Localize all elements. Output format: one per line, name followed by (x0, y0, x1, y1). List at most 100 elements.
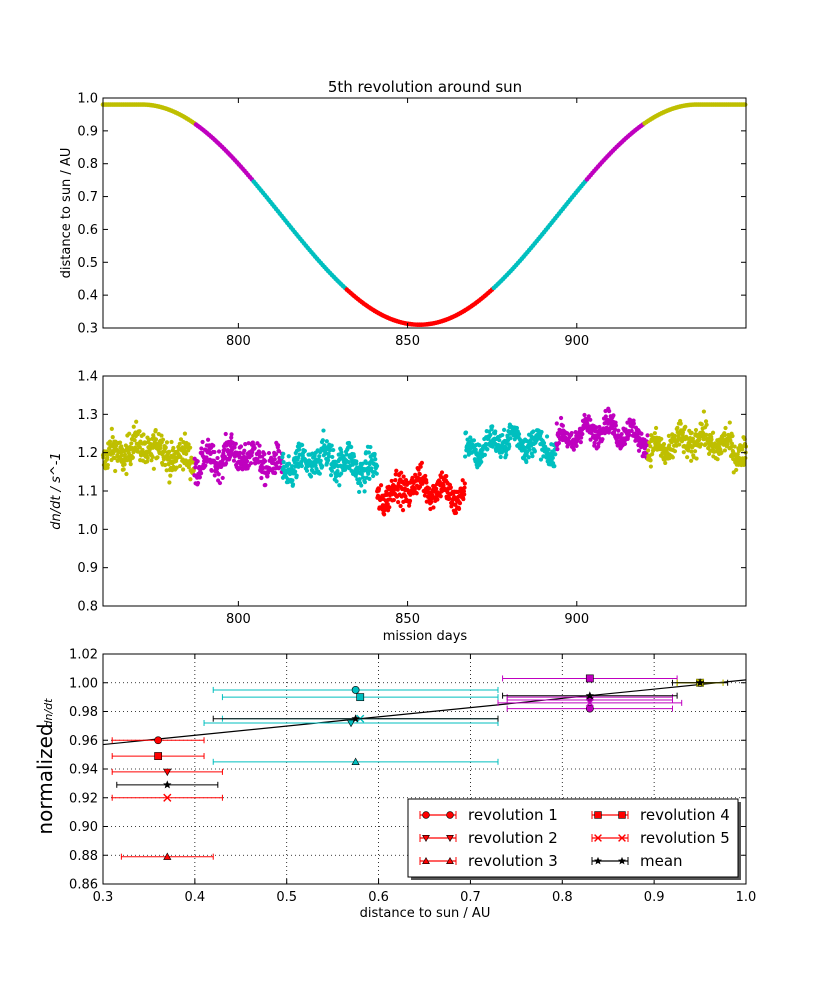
rate-point (558, 415, 564, 421)
rate-point (110, 435, 115, 440)
marker-x (585, 698, 594, 707)
marker-star (163, 780, 172, 789)
rate-point (367, 476, 372, 481)
rate-point (229, 435, 234, 440)
rate-point (186, 465, 191, 470)
rate-point (149, 458, 154, 463)
rate-point (354, 459, 359, 464)
rate-point (704, 422, 709, 427)
rate-point (328, 473, 334, 478)
rate-point (678, 421, 683, 426)
rate-point (212, 449, 217, 455)
rate-point (151, 466, 156, 471)
rate-point (594, 425, 599, 430)
rate-point (398, 503, 403, 509)
rate-point (399, 470, 404, 475)
distance-point (742, 102, 748, 107)
rate-point (461, 496, 466, 502)
rate-point (631, 421, 636, 426)
rate-point (401, 474, 406, 479)
rate-point (730, 433, 735, 439)
rate-point (735, 452, 740, 457)
rate-point (188, 477, 193, 482)
y-tick-label: 0.4 (77, 289, 98, 304)
rate-point (394, 468, 399, 473)
rate-point (243, 442, 248, 447)
rate-point (281, 460, 286, 465)
y-tick-label: 0.8 (77, 157, 98, 172)
rate-point (504, 452, 509, 457)
rate-point (727, 420, 732, 425)
rate-point (262, 458, 268, 464)
marker-triangle-down (346, 719, 356, 728)
panel-distance: 5th revolution around sun 800 850 900 0.3 0.… (59, 78, 748, 349)
rate-point (421, 480, 426, 485)
rate-point (699, 442, 704, 447)
rate-point (220, 475, 225, 481)
rate-point (181, 467, 186, 472)
rate-point (302, 448, 308, 454)
panel1-ylabel: distance to sun / AU (59, 148, 74, 279)
rate-point (391, 497, 396, 503)
rate-point (471, 438, 477, 443)
rate-point (373, 457, 378, 462)
rate-point (250, 450, 255, 455)
panel-count-rate: 800 850 900 0.8 0.9 1.0 1.1 1.2 1.3 1.4 mission d… (49, 370, 749, 644)
y-tick-label: 1.3 (77, 408, 98, 423)
rate-point (500, 432, 505, 438)
rate-point (171, 445, 176, 451)
panel3-ylabel: normalized dn/dt (33, 698, 57, 835)
x-tick-label: 0.3 (93, 890, 114, 905)
x-tick-label: 850 (395, 612, 420, 627)
rate-point (174, 465, 179, 470)
y-tick-label: 0.9 (77, 561, 98, 576)
rate-point (197, 475, 202, 480)
rate-point (134, 419, 139, 424)
rate-point (199, 446, 204, 451)
rate-point (709, 437, 714, 442)
rate-point (552, 464, 557, 469)
rate-point (431, 505, 436, 510)
rate-point (188, 445, 193, 450)
rate-point (652, 431, 657, 436)
rate-point (331, 447, 336, 453)
rate-point (546, 447, 551, 452)
rate-point (672, 449, 678, 454)
rate-point (286, 461, 292, 466)
x-tick-label: 0.4 (185, 890, 206, 905)
rate-point (435, 497, 440, 502)
rate-point (297, 447, 302, 452)
rate-point (362, 479, 368, 485)
rate-point (105, 455, 110, 460)
rate-point (369, 458, 375, 463)
rate-point (710, 430, 716, 435)
rate-point (334, 479, 339, 484)
marker-triangle-down (446, 834, 454, 843)
rate-point (479, 459, 484, 464)
y-tick-label: 0.88 (69, 849, 98, 864)
rate-point (607, 408, 612, 414)
y-tick-label: 0.94 (69, 763, 98, 778)
rate-point (130, 455, 135, 460)
rate-point (659, 436, 664, 442)
rate-point (418, 464, 423, 469)
marker-x (594, 834, 602, 842)
panel2-ylabel: dn/dt / s^-1 (49, 452, 64, 530)
rate-point (216, 472, 221, 477)
marker-square (154, 752, 163, 760)
rate-point (216, 449, 222, 454)
rate-point (527, 447, 532, 452)
panel2-ylabel-text: dn/dt / s^-1 (49, 452, 64, 530)
rate-point (164, 440, 170, 445)
rate-point (423, 473, 428, 479)
rate-point (742, 459, 747, 464)
rate-point (692, 449, 698, 454)
rate-point (550, 455, 555, 461)
rate-point (532, 449, 537, 454)
rate-point (417, 484, 423, 489)
x-tick-label: 0.9 (644, 890, 665, 905)
rate-point (538, 457, 544, 462)
rate-point (281, 451, 286, 456)
rate-point (229, 432, 234, 437)
rate-point (456, 506, 462, 512)
